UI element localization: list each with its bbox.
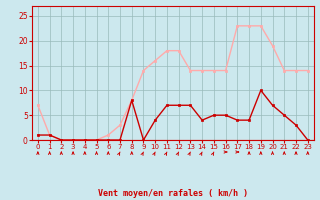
Text: Vent moyen/en rafales ( km/h ): Vent moyen/en rafales ( km/h ) [98, 189, 248, 198]
